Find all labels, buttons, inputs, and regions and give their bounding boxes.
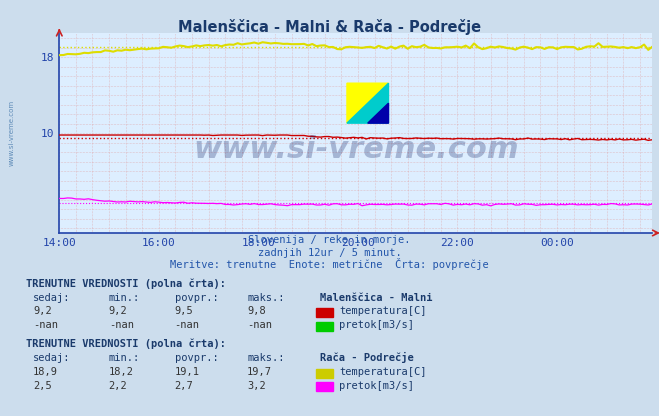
Text: -nan: -nan	[33, 320, 58, 330]
Text: 2,7: 2,7	[175, 381, 193, 391]
Text: temperatura[C]: temperatura[C]	[339, 367, 427, 377]
Text: www.si-vreme.com: www.si-vreme.com	[193, 135, 519, 163]
Text: povpr.:: povpr.:	[175, 353, 218, 363]
Text: Malenščica - Malni: Malenščica - Malni	[320, 293, 432, 303]
Text: -nan: -nan	[109, 320, 134, 330]
Text: povpr.:: povpr.:	[175, 293, 218, 303]
Text: 18,2: 18,2	[109, 367, 134, 377]
Text: sedaj:: sedaj:	[33, 293, 71, 303]
Text: 18,9: 18,9	[33, 367, 58, 377]
Polygon shape	[347, 83, 389, 123]
Text: 9,2: 9,2	[33, 307, 51, 317]
Text: 2,5: 2,5	[33, 381, 51, 391]
Text: pretok[m3/s]: pretok[m3/s]	[339, 320, 415, 330]
Text: 3,2: 3,2	[247, 381, 266, 391]
Text: 9,2: 9,2	[109, 307, 127, 317]
Text: Malenščica - Malni & Rača - Podrečje: Malenščica - Malni & Rača - Podrečje	[178, 19, 481, 35]
Text: zadnjih 12ur / 5 minut.: zadnjih 12ur / 5 minut.	[258, 248, 401, 258]
Text: 19,7: 19,7	[247, 367, 272, 377]
Polygon shape	[347, 83, 389, 123]
Text: www.si-vreme.com: www.si-vreme.com	[9, 100, 14, 166]
Text: maks.:: maks.:	[247, 293, 285, 303]
Text: TRENUTNE VREDNOSTI (polna črta):: TRENUTNE VREDNOSTI (polna črta):	[26, 279, 226, 289]
Text: maks.:: maks.:	[247, 353, 285, 363]
Text: 19,1: 19,1	[175, 367, 200, 377]
Text: -nan: -nan	[175, 320, 200, 330]
Text: TRENUTNE VREDNOSTI (polna črta):: TRENUTNE VREDNOSTI (polna črta):	[26, 339, 226, 349]
Text: Meritve: trenutne  Enote: metrične  Črta: povprečje: Meritve: trenutne Enote: metrične Črta: …	[170, 258, 489, 270]
Text: 9,8: 9,8	[247, 307, 266, 317]
Text: min.:: min.:	[109, 353, 140, 363]
Text: Slovenija / reke in morje.: Slovenija / reke in morje.	[248, 235, 411, 245]
Text: -nan: -nan	[247, 320, 272, 330]
Text: 2,2: 2,2	[109, 381, 127, 391]
Text: sedaj:: sedaj:	[33, 353, 71, 363]
Text: 9,5: 9,5	[175, 307, 193, 317]
Text: min.:: min.:	[109, 293, 140, 303]
Text: Rača - Podrečje: Rača - Podrečje	[320, 352, 413, 363]
Text: temperatura[C]: temperatura[C]	[339, 307, 427, 317]
Polygon shape	[368, 103, 389, 123]
Text: pretok[m3/s]: pretok[m3/s]	[339, 381, 415, 391]
